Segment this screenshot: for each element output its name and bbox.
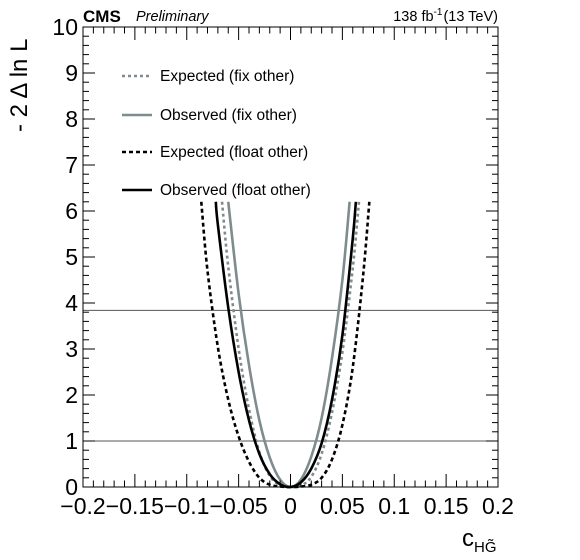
axis-ticks xyxy=(82,26,499,488)
x-tick-label: 0.05 xyxy=(320,493,365,519)
y-axis-title: - 2 Δ ln L xyxy=(6,39,33,132)
y-tick-label: 3 xyxy=(65,336,78,362)
x-tick-label: −0.1 xyxy=(164,493,209,519)
x-tick-labels: −0.2 −0.15 −0.1 −0.05 0 0.05 0.1 0.15 0.2 xyxy=(60,493,514,519)
curve-expected-fix-other xyxy=(220,201,361,489)
x-tick-label: −0.05 xyxy=(210,493,268,519)
legend-entry-label: Expected (float other) xyxy=(160,144,308,161)
y-tick-label: 1 xyxy=(65,428,78,454)
y-tick-label: 9 xyxy=(65,60,78,86)
x-tick-label: 0.15 xyxy=(424,493,469,519)
y-tick-label: 2 xyxy=(65,382,78,408)
y-tick-label: 7 xyxy=(65,152,78,178)
y-tick-labels: 0 1 2 3 4 5 6 7 8 9 10 xyxy=(52,14,78,500)
legend-entry-label: Observed (fix other) xyxy=(160,107,297,124)
x-tick-label: 0 xyxy=(284,493,297,519)
x-tick-label: −0.15 xyxy=(106,493,164,519)
x-axis-title: cHG̃ xyxy=(462,525,497,556)
y-tick-label: 5 xyxy=(65,244,78,270)
reference-lines xyxy=(83,309,498,442)
luminosity-label: 138 fb-1(13 TeV) xyxy=(393,7,498,25)
experiment-label: CMS xyxy=(83,7,121,26)
y-tick-label: 10 xyxy=(52,14,78,40)
x-tick-label: 0.1 xyxy=(378,493,410,519)
x-tick-label: −0.2 xyxy=(60,493,105,519)
legend-entry-label: Observed (float other) xyxy=(160,182,311,199)
x-tick-label: 0.2 xyxy=(482,493,514,519)
y-tick-label: 6 xyxy=(65,198,78,224)
curve-expected-float-other xyxy=(199,201,371,489)
status-label: Preliminary xyxy=(136,9,209,25)
y-tick-label: 0 xyxy=(65,474,78,500)
legend-entry-label: Expected (fix other) xyxy=(160,68,294,85)
y-tick-label: 8 xyxy=(65,106,78,132)
y-tick-label: 4 xyxy=(65,290,78,316)
legend: Expected (fix other) Observed (fix other)… xyxy=(122,68,311,199)
